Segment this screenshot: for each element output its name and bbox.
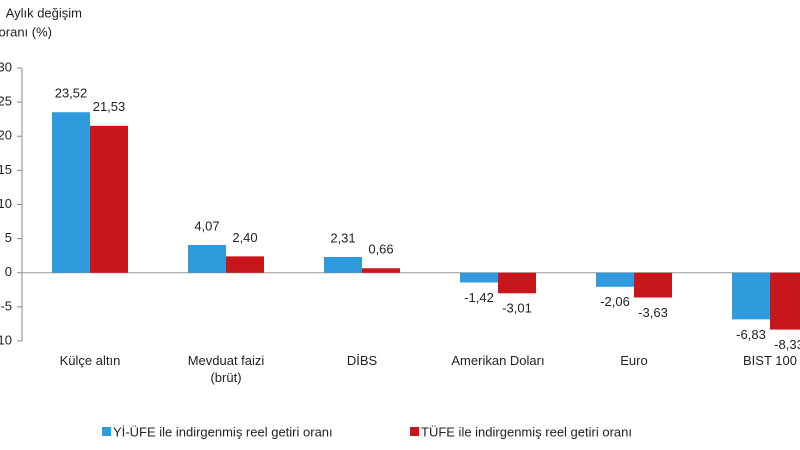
y-tick-label: 10 xyxy=(0,196,12,211)
value-label: -2,06 xyxy=(600,294,630,309)
x-tick-label: Amerikan Doları xyxy=(451,353,545,368)
bar xyxy=(90,125,128,273)
x-tick-label: Euro xyxy=(620,353,648,368)
value-label: -1,42 xyxy=(464,290,494,305)
y-tick-label: 15 xyxy=(0,162,12,177)
y-tick-label: -5 xyxy=(0,298,12,313)
bar xyxy=(188,244,226,273)
bar xyxy=(226,256,264,273)
value-label: 2,31 xyxy=(330,230,355,245)
x-tick-label: Mevduat faizi (brüt) xyxy=(187,353,265,385)
legend-swatch xyxy=(102,427,111,436)
chart-title: oranı (%) xyxy=(0,24,52,39)
x-tick-label: Külçe altın xyxy=(59,353,121,368)
y-tick-label: 30 xyxy=(0,59,12,74)
x-tick-label: DİBS xyxy=(346,353,378,368)
bar xyxy=(732,272,770,320)
y-tick-label: -10 xyxy=(0,332,12,347)
bar xyxy=(362,268,400,273)
value-label: 21,53 xyxy=(93,99,126,114)
bar xyxy=(460,272,498,283)
value-label: -3,63 xyxy=(638,305,668,320)
bar xyxy=(770,272,800,330)
bar xyxy=(498,272,536,294)
value-label: 23,52 xyxy=(55,86,88,101)
y-tick-label: 5 xyxy=(5,230,12,245)
y-tick-label: 0 xyxy=(5,264,12,279)
legend-label: Yİ-ÜFE ile indirgenmiş reel getiri oranı xyxy=(113,424,333,439)
value-label: 0,66 xyxy=(368,242,393,257)
y-tick-label: 20 xyxy=(0,128,12,143)
legend-label: TÜFE ile indirgenmiş reel getiri oranı xyxy=(421,424,632,439)
x-tick-label: BIST 100 xyxy=(743,353,797,368)
bar xyxy=(52,112,90,273)
value-label: 2,40 xyxy=(232,230,257,245)
y-tick-label: 25 xyxy=(0,94,12,109)
bar xyxy=(596,272,634,287)
legend-swatch xyxy=(410,427,419,436)
bar xyxy=(324,256,362,273)
value-label: -8,33 xyxy=(774,337,800,352)
value-label: -3,01 xyxy=(502,301,532,316)
value-label: -6,83 xyxy=(736,327,766,342)
chart-title: Aylık değişim xyxy=(6,5,82,20)
value-label: 4,07 xyxy=(194,218,219,233)
bar xyxy=(634,272,672,298)
